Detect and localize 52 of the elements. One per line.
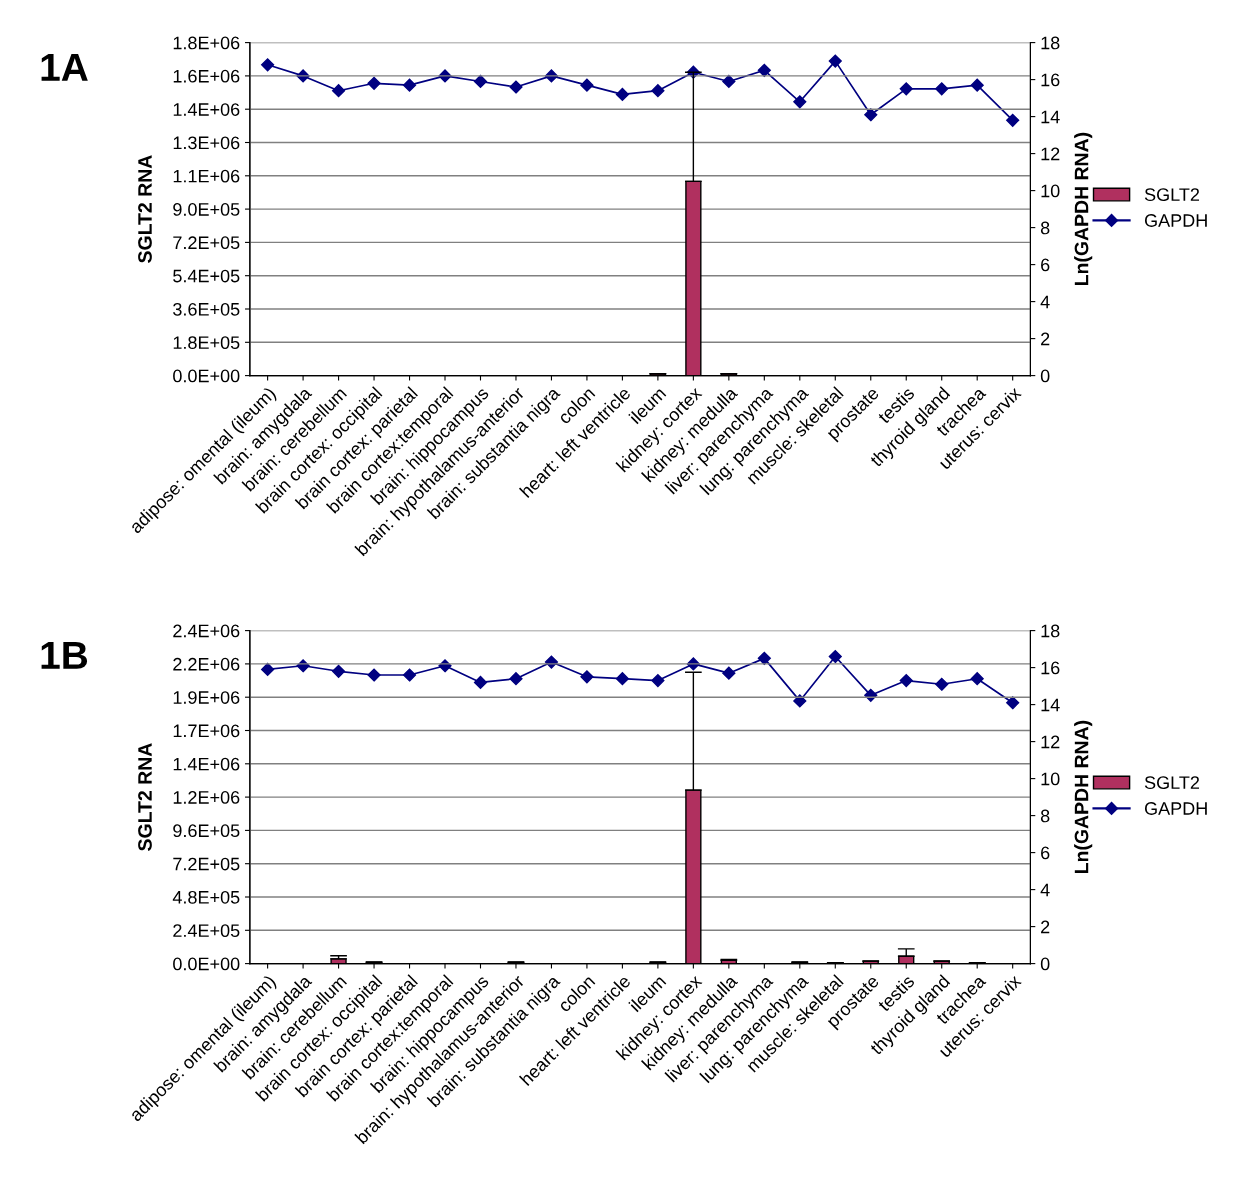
y2-tick-label: 18 (1041, 36, 1060, 50)
y2-tick-label: 12 (1041, 735, 1060, 749)
y2-tick-label: 0 (1040, 957, 1050, 971)
y-tick-label: 1.1E+06 (173, 169, 240, 183)
y-tick-label: 2.2E+06 (173, 657, 240, 671)
y-tick-label: 9.0E+05 (173, 203, 240, 216)
y2-tick-label: 16 (1041, 73, 1060, 87)
y2-tick-label: 10 (1041, 184, 1060, 198)
legend-label: SGLT2 (1144, 188, 1200, 202)
chart-title: 1A (41, 54, 88, 81)
y-tick-label: 1.2E+06 (173, 791, 240, 804)
y-tick-label: 7.2E+05 (173, 236, 240, 250)
y2-axis-title: Ln(GAPDH RNA) (1074, 132, 1093, 286)
y-tick-label: 9.6E+05 (173, 824, 240, 838)
y-tick-label: 1.7E+06 (173, 724, 240, 738)
y-tick-label: 2.4E+05 (173, 924, 240, 938)
y-tick-label: 1.4E+06 (173, 757, 240, 771)
y2-tick-label: 18 (1041, 624, 1060, 638)
y2-tick-label: 12 (1041, 147, 1060, 161)
y-tick-label: 0.0E+00 (173, 369, 240, 383)
y2-tick-label: 8 (1040, 809, 1050, 823)
y-tick-label: 1.6E+06 (173, 69, 240, 83)
y2-tick-label: 14 (1041, 698, 1060, 712)
y-tick-label: 4.8E+05 (172, 890, 240, 904)
y2-axis-title: Ln(GAPDH RNA) (1074, 720, 1093, 874)
y-tick-label: 1.4E+06 (173, 103, 240, 116)
y2-tick-label: 14 (1041, 110, 1060, 124)
legend-label: SGLT2 (1144, 776, 1200, 790)
y-tick-label: 5.4E+05 (173, 269, 240, 283)
y-tick-label: 2.4E+06 (173, 624, 240, 638)
y-tick-label: 0.0E+00 (173, 957, 240, 971)
y2-tick-label: 2 (1041, 920, 1050, 934)
y2-tick-label: 2 (1041, 332, 1050, 346)
y2-tick-label: 8 (1040, 221, 1050, 235)
y2-tick-label: 6 (1041, 258, 1050, 272)
y2-tick-label: 6 (1041, 846, 1050, 860)
y-axis-title: SGLT2 RNA (138, 155, 152, 263)
y-tick-label: 1.9E+06 (173, 691, 240, 704)
y-tick-label: 7.2E+05 (173, 857, 240, 871)
y2-tick-label: 10 (1041, 772, 1060, 786)
chart-title: 1B (41, 642, 88, 669)
y-axis-title: SGLT2 RNA (138, 743, 152, 851)
y2-tick-label: 16 (1041, 661, 1060, 675)
y-tick-label: 1.8E+05 (173, 336, 240, 350)
y2-tick-label: 4 (1040, 295, 1050, 309)
y2-tick-label: 4 (1040, 883, 1050, 897)
y-tick-label: 3.6E+05 (173, 302, 240, 316)
legend-label: GAPDH (1144, 214, 1207, 227)
legend-label: GAPDH (1144, 802, 1207, 815)
y2-tick-label: 0 (1040, 369, 1050, 383)
y-tick-label: 1.3E+06 (173, 136, 240, 150)
y-tick-label: 1.8E+06 (173, 36, 240, 50)
